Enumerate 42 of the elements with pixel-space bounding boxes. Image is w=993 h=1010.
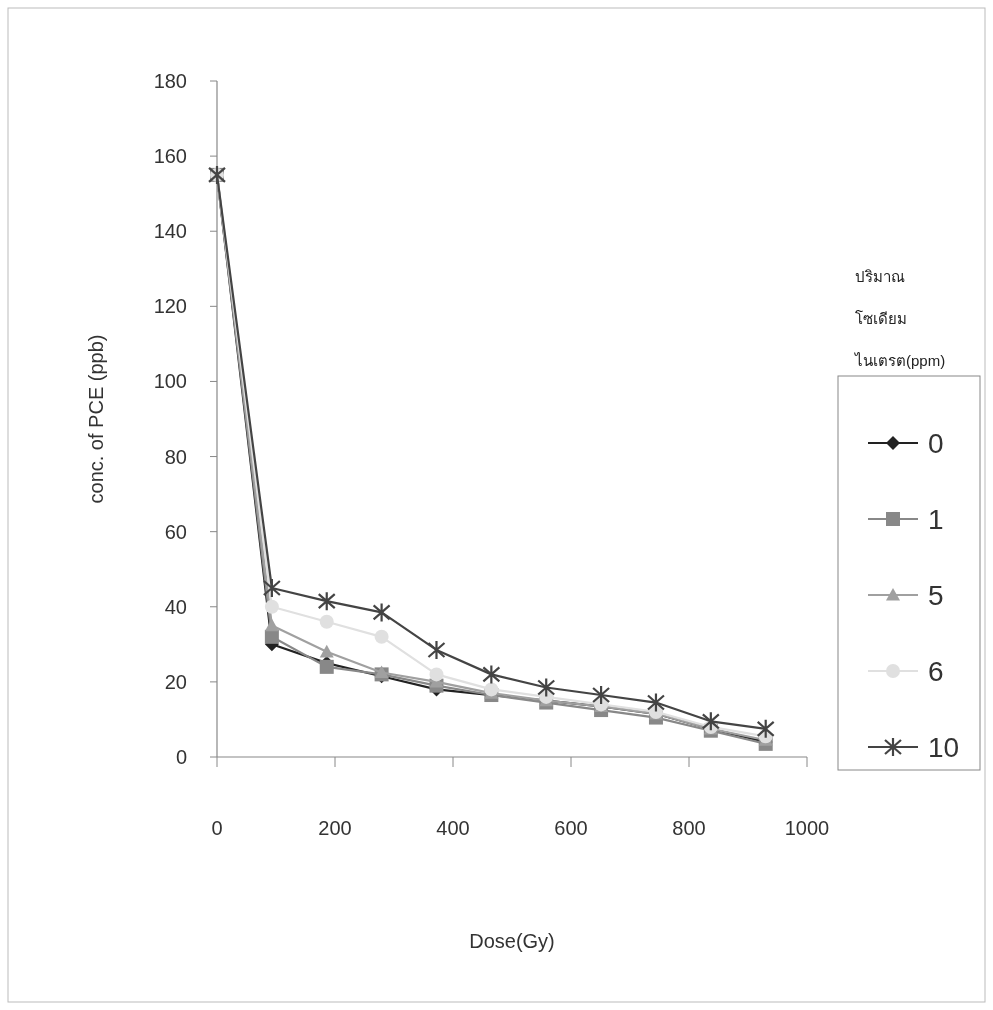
x-axis-title: Dose(Gy): [469, 930, 555, 952]
point: [262, 577, 281, 599]
y-tick-label: 160: [153, 145, 187, 168]
point: [264, 599, 279, 614]
x-tick-label: 400: [436, 817, 470, 839]
point: [264, 618, 279, 632]
x-tick-label: 800: [672, 817, 706, 839]
point: [537, 677, 556, 698]
x-tick-label: 200: [318, 817, 352, 839]
x-tick-label: 600: [554, 817, 588, 839]
point: [701, 711, 720, 732]
point: [756, 718, 775, 739]
y-tick-label: 60: [164, 520, 187, 543]
point: [374, 629, 389, 644]
legend-label: 0: [928, 428, 944, 459]
y-tick-label: 40: [164, 595, 187, 618]
legend-label: 5: [928, 580, 944, 611]
y-tick-label: 20: [164, 670, 187, 693]
y-tick-label: 100: [153, 370, 187, 393]
point: [319, 644, 334, 658]
legend-label: 1: [928, 504, 944, 535]
legend-label: 10: [928, 732, 960, 763]
y-tick-label: 140: [153, 220, 187, 243]
point: [591, 684, 611, 706]
y-tick-label: 180: [153, 70, 187, 92]
point: [372, 602, 391, 623]
point: [646, 692, 666, 713]
y-tick-label: 0: [175, 746, 187, 768]
legend-label: 6: [928, 656, 944, 687]
text: ปริมาณ โซเดียม ไนเตรต(ppm): [855, 268, 946, 369]
y-tick-label: 120: [153, 295, 187, 318]
point: [484, 682, 499, 697]
x-tick-label: 0: [211, 817, 223, 839]
point: [317, 591, 336, 612]
y-tick-label: 80: [164, 445, 187, 468]
point: [319, 614, 334, 629]
x-tick-label: 1000: [784, 817, 830, 839]
y-axis-title: conc. of PCE (ppb): [85, 334, 107, 504]
point: [264, 629, 279, 644]
point: [429, 667, 444, 682]
point: [482, 664, 501, 685]
point: [427, 639, 446, 661]
